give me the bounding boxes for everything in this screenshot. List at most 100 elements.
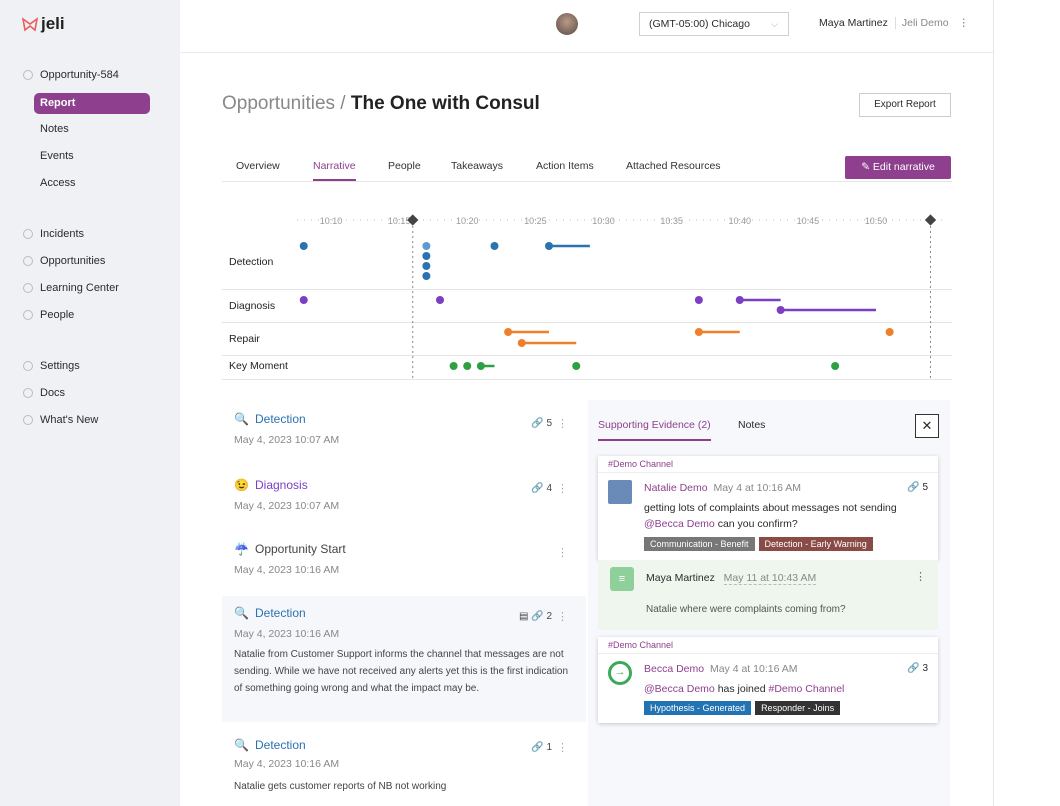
sidebar-item-report[interactable]: Report [34, 93, 150, 114]
narrative-item[interactable]: 😉 Diagnosis May 4, 2023 10:07 AM 🔗 4 ⋮ [222, 468, 586, 532]
event-dot[interactable] [422, 252, 431, 260]
event-dot[interactable] [490, 242, 499, 250]
tab-overview[interactable]: Overview [236, 160, 280, 172]
event-dot[interactable] [422, 272, 431, 280]
tab-action-items[interactable]: Action Items [536, 160, 594, 172]
timezone-select[interactable]: (GMT-05:00) Chicago ⌵ [639, 12, 789, 36]
event-dot[interactable] [517, 339, 526, 347]
channel-label[interactable]: #Demo Channel [598, 637, 938, 654]
sidebar-item-whats-new[interactable]: What's New [23, 414, 98, 426]
message-body: getting lots of complaints about message… [644, 502, 897, 514]
sidebar-item-access[interactable]: Access [40, 177, 76, 189]
sidebar-item-people[interactable]: People [23, 309, 74, 321]
item-title[interactable]: Diagnosis [255, 478, 308, 492]
evidence-panel: Supporting Evidence (2) Notes ✕ #Demo Ch… [588, 400, 950, 806]
org-name[interactable]: Jeli Demo [894, 17, 949, 29]
event-dot[interactable] [694, 328, 703, 336]
event-dot[interactable] [422, 262, 431, 270]
sidebar-item-notes[interactable]: Notes [40, 123, 69, 135]
tag[interactable]: Detection - Early Warning [758, 537, 873, 551]
sidebar-item-docs[interactable]: Docs [23, 387, 65, 399]
sidebar-item-opportunities[interactable]: Opportunities [23, 255, 105, 267]
more-icon[interactable]: ⋮ [557, 742, 568, 754]
event-dot[interactable] [776, 306, 785, 314]
event-dot[interactable] [831, 362, 840, 370]
tab-narrative[interactable]: Narrative [313, 160, 356, 181]
edit-narrative-button[interactable]: ✎ Edit narrative [845, 156, 951, 179]
tag[interactable]: Communication - Benefit [644, 537, 755, 551]
lane-divider [222, 289, 952, 290]
narrative-item[interactable]: 🔍 Detection May 4, 2023 10:16 AM 🔗 1 ⋮ N… [222, 730, 586, 806]
tab-takeaways[interactable]: Takeaways [451, 160, 503, 172]
sidebar-item-incidents[interactable]: Incidents [23, 228, 84, 240]
event-dot[interactable] [299, 242, 308, 250]
lane-divider [222, 322, 952, 323]
tag[interactable]: Responder - Joins [755, 701, 841, 715]
more-icon[interactable]: ⋮ [557, 418, 568, 430]
item-title[interactable]: Detection [255, 412, 306, 426]
event-dot[interactable] [545, 242, 553, 250]
sidebar-context[interactable]: Opportunity-584 [23, 69, 119, 81]
event-dot[interactable] [463, 362, 472, 370]
narrative-item[interactable]: ☔ Opportunity Start May 4, 2023 10:16 AM… [222, 532, 586, 596]
tick-label: 10:35 [660, 216, 683, 226]
evidence-card[interactable]: #Demo Channel Natalie Demo May 4 at 10:1… [598, 456, 938, 560]
event-dot[interactable] [299, 296, 308, 304]
event-dot[interactable] [449, 362, 458, 370]
item-date: May 4, 2023 10:07 AM [234, 500, 340, 512]
sidebar-item-events[interactable]: Events [40, 150, 74, 162]
event-dot[interactable] [885, 328, 894, 336]
more-icon[interactable]: ⋮ [958, 17, 970, 29]
avatar[interactable] [556, 13, 578, 35]
more-icon[interactable]: ⋮ [557, 483, 568, 495]
tab-attached-resources[interactable]: Attached Resources [626, 160, 721, 172]
event-dot[interactable] [476, 362, 485, 370]
item-title[interactable]: Detection [255, 606, 306, 620]
item-date: May 4, 2023 10:16 AM [234, 628, 340, 640]
tick-label: 10:30 [592, 216, 615, 226]
tag[interactable]: Hypothesis - Generated [644, 701, 752, 715]
event-dot[interactable] [504, 328, 513, 336]
link-count-value: 2 [546, 611, 552, 622]
jeli-logo[interactable]: jeli [22, 14, 65, 34]
event-dot[interactable] [735, 296, 744, 304]
export-report-button[interactable]: Export Report [859, 93, 951, 117]
sidebar-item-settings[interactable]: Settings [23, 360, 80, 372]
tab-people[interactable]: People [388, 160, 421, 172]
item-title[interactable]: Detection [255, 738, 306, 752]
event-dot[interactable] [694, 296, 703, 304]
narrative-item[interactable]: 🔍 Detection May 4, 2023 10:16 AM ▤ 🔗 2 ⋮… [222, 596, 586, 722]
umbrella-icon: ☔ [234, 542, 249, 556]
tab-bar: Overview Narrative People Takeaways Acti… [222, 153, 952, 182]
narrative-item[interactable]: 🔍 Detection May 4, 2023 10:07 AM 🔗 5 ⋮ [222, 400, 586, 468]
tab-supporting-evidence[interactable]: Supporting Evidence (2) [598, 419, 711, 441]
tick-label: 10:10 [320, 216, 343, 226]
more-icon[interactable]: ⋮ [557, 547, 568, 559]
mention[interactable]: @Becca Demo [644, 683, 715, 695]
tab-notes[interactable]: Notes [738, 419, 766, 431]
close-button[interactable]: ✕ [915, 414, 939, 438]
more-icon[interactable]: ⋮ [915, 571, 926, 583]
evidence-card[interactable]: #Demo Channel → Becca Demo May 4 at 10:1… [598, 637, 938, 723]
event-dot[interactable] [422, 242, 431, 250]
user-name[interactable]: Maya Martinez [819, 17, 888, 29]
sidebar-item-learning-center[interactable]: Learning Center [23, 282, 119, 294]
item-title[interactable]: Opportunity Start [255, 542, 346, 556]
item-date: May 4, 2023 10:07 AM [234, 434, 340, 446]
label: Settings [40, 360, 80, 372]
tick-label: 10:40 [728, 216, 751, 226]
item-date: May 4, 2023 10:16 AM [234, 758, 340, 770]
more-icon[interactable]: ⋮ [557, 611, 568, 623]
channel-link[interactable]: #Demo Channel [768, 683, 845, 695]
event-dot[interactable] [436, 296, 444, 304]
event-dot[interactable] [572, 362, 581, 370]
note-card[interactable]: ≡ Maya Martinez May 11 at 10:43 AM ⋮ Nat… [598, 560, 938, 630]
breadcrumb-parent[interactable]: Opportunities [222, 93, 336, 114]
author-name[interactable]: Becca Demo [644, 663, 705, 675]
author-name[interactable]: Natalie Demo [644, 482, 708, 494]
item-body: Natalie from Customer Support informs th… [234, 649, 569, 694]
lane-label-repair: Repair [229, 333, 260, 345]
lightbulb-icon [23, 70, 33, 80]
channel-label[interactable]: #Demo Channel [598, 456, 938, 473]
mention[interactable]: @Becca Demo [644, 518, 715, 530]
